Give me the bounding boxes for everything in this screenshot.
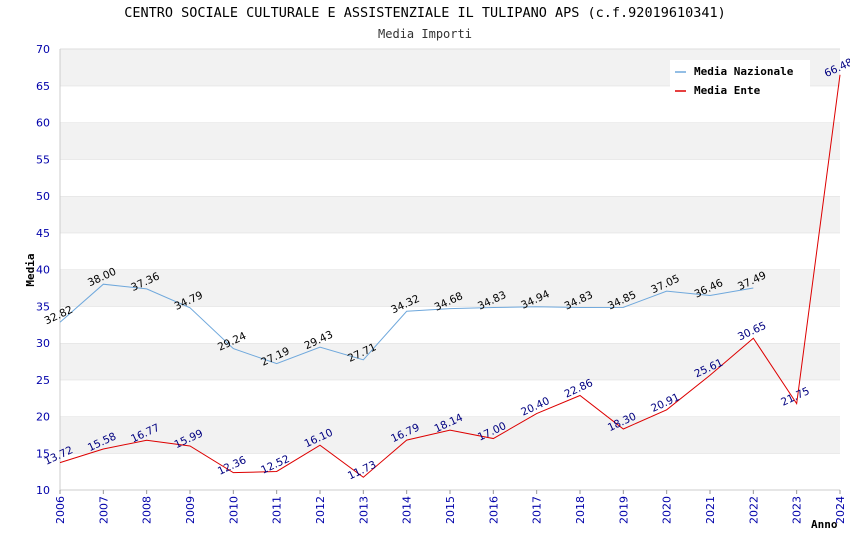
grid-band [60,453,840,490]
y-tick-label: 30 [36,337,50,350]
grid-band [60,122,840,160]
x-tick-label: 2013 [357,496,370,524]
x-tick-label: 2024 [834,496,847,524]
x-tick-label: 2017 [531,496,544,524]
x-tick-label: 2009 [184,496,197,524]
y-tick-label: 70 [36,43,50,56]
x-tick-label: 2021 [704,496,717,524]
y-tick-label: 65 [36,80,50,93]
x-axis-label: Anno [811,518,838,531]
grid-band [60,159,840,196]
series-line-ente [59,74,841,478]
x-tick-label: 2022 [747,496,760,524]
grid-band [60,416,840,454]
x-tick-label: 2020 [661,496,674,524]
grid-band [60,379,840,417]
y-tick-label: 35 [36,300,50,313]
y-axis-label: Media [24,253,37,286]
x-tick-label: 2010 [227,496,240,524]
legend: Media Nazionale Media Ente [670,60,810,100]
x-axis-ticks: 2006 2007 2008 2009 2010 2011 2012 2013 2014 2015… [54,490,847,524]
grid-band [60,306,840,343]
y-tick-label: 40 [36,264,50,277]
x-tick-label: 2007 [97,496,110,524]
y-axis-ticks: 10 15 20 25 30 35 40 45 50 55 60 65 70 [36,43,50,497]
chart-title: CENTRO SOCIALE CULTURALE E ASSISTENZIALE… [124,5,726,21]
legend-entry: Media Nazionale [694,65,794,78]
series-line-nazionale [59,283,754,365]
x-tick-label: 2012 [314,496,327,524]
x-tick-label: 2018 [574,496,587,524]
series-lines [59,74,841,478]
y-tick-label: 20 [36,411,50,424]
y-tick-label: 15 [36,447,50,460]
y-tick-label: 60 [36,117,50,130]
chart-subtitle: Media Importi [378,27,472,41]
y-tick-label: 10 [36,484,50,497]
x-tick-label: 2019 [617,496,630,524]
grid-band [60,269,840,307]
y-tick-label: 50 [36,190,50,203]
y-tick-label: 45 [36,227,50,240]
y-tick-label: 55 [36,153,50,166]
x-tick-label: 2006 [54,496,67,524]
x-tick-label: 2011 [271,496,284,524]
x-tick-label: 2016 [487,496,500,524]
grid-bands [59,48,840,491]
legend-box [670,60,810,100]
legend-entry: Media Ente [694,84,761,97]
x-tick-label: 2008 [141,496,154,524]
x-tick-label: 2015 [444,496,457,524]
grid-band [60,232,840,270]
grid-band [60,196,840,233]
x-tick-label: 2023 [791,496,804,524]
grid-band [60,343,840,380]
x-tick-label: 2014 [401,496,414,524]
y-tick-label: 25 [36,374,50,387]
